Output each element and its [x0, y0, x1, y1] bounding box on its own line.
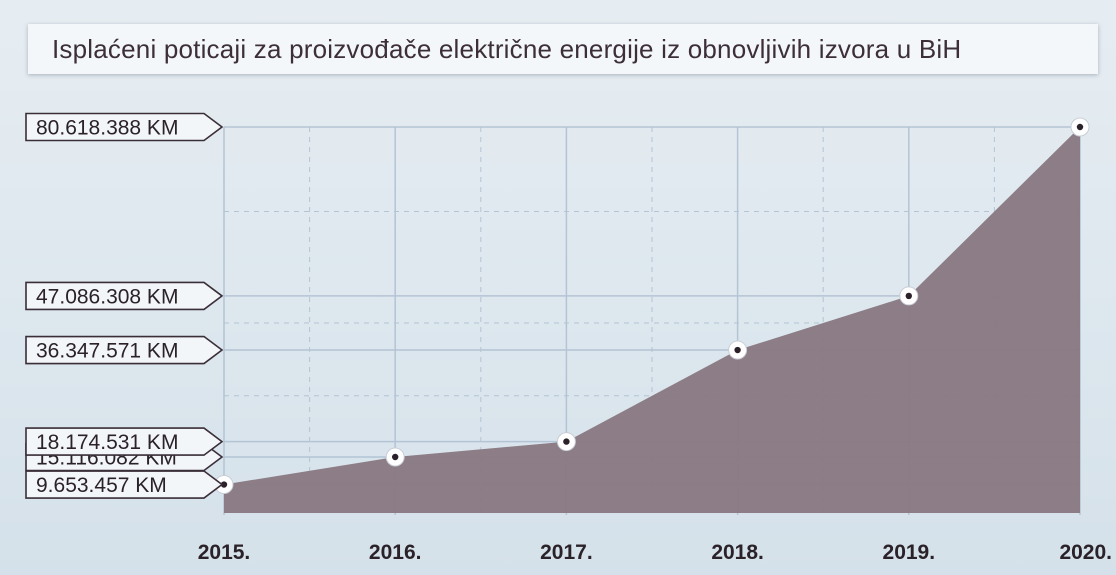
area-layer: [224, 127, 1080, 513]
value-label-box: [25, 281, 224, 311]
data-point: [899, 286, 919, 306]
data-point-center: [905, 292, 912, 300]
data-point: [728, 340, 748, 360]
value-label-text: 9.653.457 KM: [36, 474, 167, 497]
value-label-box: [25, 335, 224, 365]
series-area: [224, 127, 1080, 513]
data-point: [1070, 117, 1090, 137]
value-label: 47.086.308 KM: [25, 281, 224, 311]
value-label-text: 47.086.308 KM: [36, 285, 178, 308]
value-label-text: 36.347.571 KM: [36, 340, 178, 363]
x-tick-label: 2018.: [711, 541, 764, 564]
value-label: 9.653.457 KM: [25, 470, 224, 499]
value-label: 18.174.531 KM: [25, 427, 224, 456]
chart-title-box: Isplaćeni poticaji za proizvođače elektr…: [28, 24, 1098, 74]
data-point: [385, 447, 405, 467]
x-tick-label: 2016.: [369, 541, 422, 564]
x-tick-label: 2019.: [883, 541, 936, 564]
value-label-text: 18.174.531 KM: [36, 431, 178, 454]
chart-title: Isplaćeni poticaji za proizvođače elektr…: [52, 33, 962, 64]
x-label-layer: 2015. 2016. 2017. 2018. 2019. 2020.: [198, 541, 1112, 564]
data-point-center: [1076, 123, 1084, 131]
value-label: 36.347.571 KM: [25, 335, 224, 365]
data-point-center: [734, 346, 741, 354]
x-tick-label: 2015.: [198, 541, 251, 564]
data-point: [556, 432, 576, 452]
value-label-text: 80.618.388 KM: [36, 117, 178, 140]
x-tick-label: 2020.: [1059, 541, 1112, 564]
value-label-box: [25, 427, 224, 456]
data-point-center: [220, 481, 228, 488]
data-point-center: [392, 453, 399, 461]
value-label-box: [25, 112, 224, 142]
data-point-center: [563, 438, 570, 445]
x-tick-label: 2017.: [540, 541, 593, 564]
value-label: 80.618.388 KM: [25, 112, 224, 142]
point-layer: [214, 117, 1090, 495]
